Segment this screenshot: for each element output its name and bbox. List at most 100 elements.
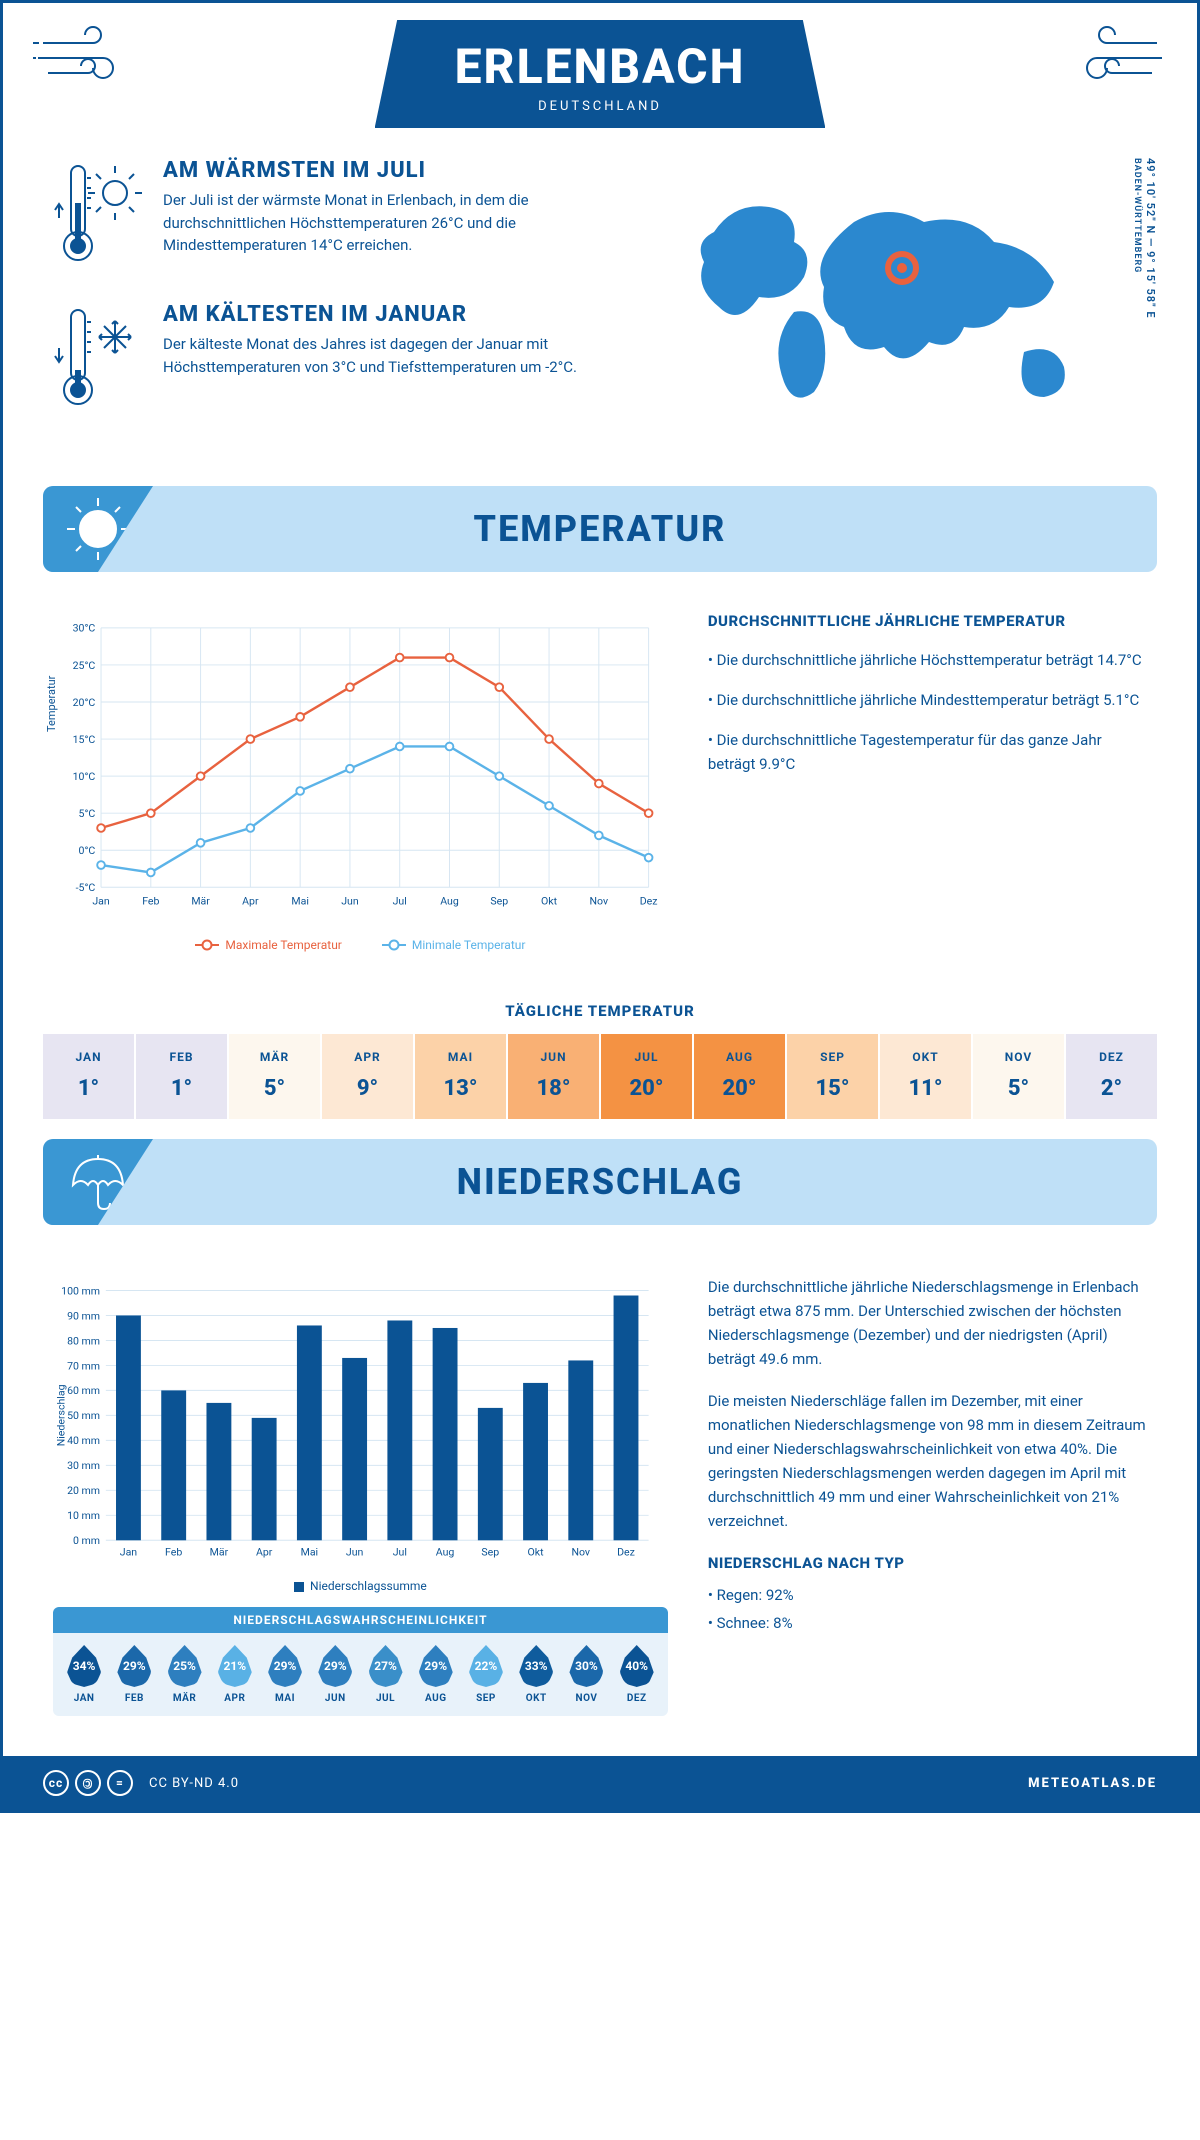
wind-icon-left xyxy=(33,23,143,97)
precip-p2: Die meisten Niederschläge fallen im Deze… xyxy=(708,1389,1147,1533)
temp-legend: Maximale Temperatur Minimale Temperatur xyxy=(53,938,668,952)
legend-max: Maximale Temperatur xyxy=(225,938,341,952)
by-icon: 🄯 xyxy=(75,1770,101,1796)
footer: cc 🄯 = CC BY-ND 4.0 METEOATLAS.DE xyxy=(3,1756,1197,1810)
svg-text:Jul: Jul xyxy=(393,895,407,908)
title-ribbon: ERLENBACH DEUTSCHLAND xyxy=(375,20,826,128)
svg-text:0°C: 0°C xyxy=(79,844,96,857)
svg-text:Okt: Okt xyxy=(541,895,558,908)
probability-cell: 29% JUN xyxy=(310,1645,360,1704)
daily-temp-cell: FEB1° xyxy=(136,1034,227,1119)
svg-text:Aug: Aug xyxy=(436,1546,455,1559)
probability-cell: 29% FEB xyxy=(109,1645,159,1704)
warm-text: Der Juli ist der wärmste Monat in Erlenb… xyxy=(163,189,610,257)
daily-temp-cell: NOV5° xyxy=(973,1034,1064,1119)
svg-text:20°C: 20°C xyxy=(73,696,96,709)
probability-cell: 27%JUL xyxy=(360,1645,410,1704)
svg-text:10 mm: 10 mm xyxy=(67,1509,100,1522)
probability-month: APR xyxy=(210,1693,260,1704)
temperature-chart: Temperatur -5°C0°C5°C10°C15°C20°C25°C30°… xyxy=(53,612,668,952)
probability-cell: 29%MAI xyxy=(260,1645,310,1704)
svg-text:Apr: Apr xyxy=(256,1546,273,1559)
precipitation-row: Niederschlag0 mm10 mm20 mm30 mm40 mm50 m… xyxy=(3,1245,1197,1756)
raindrop-icon: 27% xyxy=(369,1645,403,1687)
bullets-title: DURCHSCHNITTLICHE JÄHRLICHE TEMPERATUR xyxy=(708,612,1147,630)
raindrop-icon: 30% xyxy=(569,1645,603,1687)
temperature-title: TEMPERATUR xyxy=(73,508,1127,550)
nd-icon: = xyxy=(107,1770,133,1796)
header: ERLENBACH DEUTSCHLAND xyxy=(3,3,1197,128)
probability-month: OKT xyxy=(511,1693,561,1704)
raindrop-icon: 29% xyxy=(318,1645,352,1687)
intro-row: AM WÄRMSTEN IM JULI Der Juli ist der wär… xyxy=(3,128,1197,466)
svg-text:Okt: Okt xyxy=(528,1546,545,1559)
svg-text:-5°C: -5°C xyxy=(76,881,96,894)
svg-text:Nov: Nov xyxy=(571,1546,590,1559)
daily-temp-cell: JUL20° xyxy=(601,1034,692,1119)
daily-temp-cell: DEZ2° xyxy=(1066,1034,1157,1119)
probability-cell: 40% DEZ xyxy=(612,1645,662,1704)
svg-text:30 mm: 30 mm xyxy=(67,1459,100,1472)
svg-text:0 mm: 0 mm xyxy=(73,1534,100,1547)
city-title: ERLENBACH xyxy=(455,38,746,95)
probability-month: NOV xyxy=(561,1693,611,1704)
precipitation-text: Die durchschnittliche jährliche Niedersc… xyxy=(708,1275,1147,1746)
svg-text:Mär: Mär xyxy=(191,895,210,908)
daily-temp-title: TÄGLICHE TEMPERATUR xyxy=(3,1002,1197,1020)
coordinates-label: 49° 10' 52" N — 9° 15' 58" E BADEN-WÜRTT… xyxy=(1131,158,1157,319)
svg-text:60 mm: 60 mm xyxy=(67,1384,100,1397)
svg-text:Mai: Mai xyxy=(301,1546,319,1559)
raindrop-icon: 40% xyxy=(620,1645,654,1687)
thermometer-sun-icon xyxy=(53,158,143,272)
raindrop-icon: 21% xyxy=(218,1645,252,1687)
probability-cell: 25%MÄR xyxy=(159,1645,209,1704)
svg-text:Jan: Jan xyxy=(120,1546,138,1559)
svg-text:30°C: 30°C xyxy=(73,622,96,635)
svg-text:50 mm: 50 mm xyxy=(67,1409,100,1422)
license-block: cc 🄯 = CC BY-ND 4.0 xyxy=(43,1770,239,1796)
svg-text:20 mm: 20 mm xyxy=(67,1484,100,1497)
precip-type-item: • Regen: 92% xyxy=(708,1583,1147,1607)
raindrop-icon: 29% xyxy=(117,1645,151,1687)
svg-text:Dez: Dez xyxy=(617,1546,635,1559)
probability-month: AUG xyxy=(411,1693,461,1704)
probability-title: NIEDERSCHLAGSWAHRSCHEINLICHKEIT xyxy=(53,1607,668,1633)
bar-legend: Niederschlagssumme xyxy=(53,1579,668,1593)
daily-temp-cell: SEP15° xyxy=(787,1034,878,1119)
precipitation-chart: Niederschlag0 mm10 mm20 mm30 mm40 mm50 m… xyxy=(53,1275,668,1746)
legend-min: Minimale Temperatur xyxy=(412,938,526,952)
probability-month: JUN xyxy=(310,1693,360,1704)
svg-text:Mär: Mär xyxy=(210,1546,229,1559)
svg-text:15°C: 15°C xyxy=(73,733,96,746)
temperature-bullets: DURCHSCHNITTLICHE JÄHRLICHE TEMPERATUR •… xyxy=(708,612,1147,952)
thermometer-snow-icon xyxy=(53,302,143,416)
daily-temp-grid: JAN1°FEB1°MÄR5°APR9°MAI13°JUN18°JUL20°AU… xyxy=(43,1034,1157,1119)
raindrop-icon: 33% xyxy=(519,1645,553,1687)
svg-text:Jul: Jul xyxy=(393,1546,407,1559)
daily-temp-cell: JAN1° xyxy=(43,1034,134,1119)
temperature-banner: TEMPERATUR xyxy=(43,486,1157,572)
warm-title: AM WÄRMSTEN IM JULI xyxy=(163,158,610,183)
daily-temp-cell: APR9° xyxy=(322,1034,413,1119)
temp-bullet: • Die durchschnittliche jährliche Höchst… xyxy=(708,648,1147,672)
svg-text:5°C: 5°C xyxy=(79,807,96,820)
svg-text:70 mm: 70 mm xyxy=(67,1359,100,1372)
probability-month: FEB xyxy=(109,1693,159,1704)
license-text: CC BY-ND 4.0 xyxy=(149,1776,239,1791)
precip-p1: Die durchschnittliche jährliche Niedersc… xyxy=(708,1275,1147,1371)
svg-text:Feb: Feb xyxy=(142,895,159,908)
probability-cell: 21% APR xyxy=(210,1645,260,1704)
cold-title: AM KÄLTESTEN IM JANUAR xyxy=(163,302,610,327)
raindrop-icon: 25% xyxy=(168,1645,202,1687)
page: ERLENBACH DEUTSCHLAND xyxy=(0,0,1200,1813)
wind-icon-right xyxy=(1057,23,1167,97)
probability-month: DEZ xyxy=(612,1693,662,1704)
probability-cell: 22%SEP xyxy=(461,1645,511,1704)
daily-temp-cell: AUG20° xyxy=(694,1034,785,1119)
world-map-icon xyxy=(684,182,1104,422)
raindrop-icon: 29% xyxy=(268,1645,302,1687)
site-name: METEOATLAS.DE xyxy=(1028,1776,1157,1791)
svg-text:Apr: Apr xyxy=(242,895,259,908)
svg-text:Dez: Dez xyxy=(640,895,658,908)
svg-text:40 mm: 40 mm xyxy=(67,1434,100,1447)
